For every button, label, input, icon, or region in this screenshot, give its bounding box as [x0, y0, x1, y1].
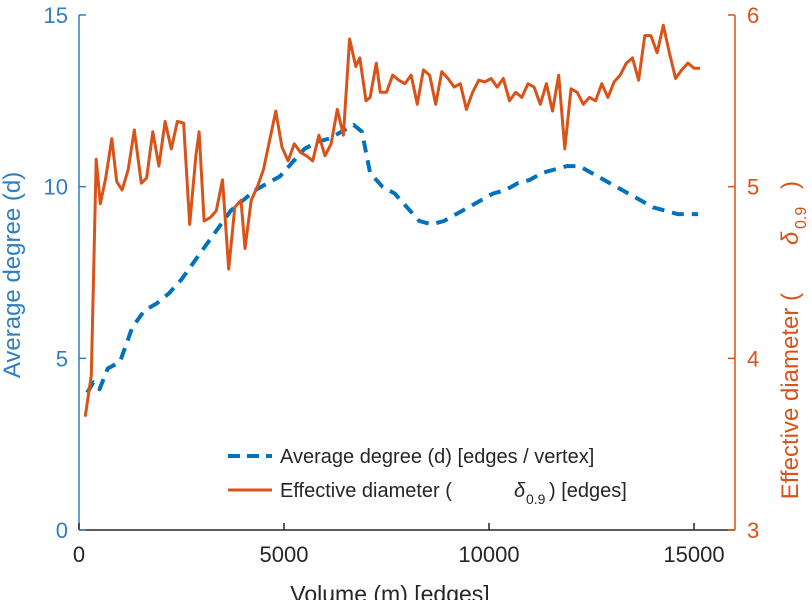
svg-text:0.9: 0.9	[793, 207, 810, 229]
svg-text:Effective diameter (: Effective diameter (	[777, 293, 804, 499]
legend-symbol-delta: δ	[514, 480, 526, 502]
y-left-tick-label: 10	[44, 175, 68, 200]
legend-label-suffix: ) [edges]	[549, 480, 627, 502]
y-right-tick-label: 3	[747, 518, 759, 543]
x-tick-label: 0	[73, 542, 85, 567]
legend: Average degree (d) [edges / vertex] Effe…	[228, 446, 627, 507]
x-tick-label: 10000	[458, 542, 519, 567]
y-axis-label-left: Average degree (d)	[0, 172, 26, 378]
y-left-tick-label: 5	[56, 346, 68, 371]
svg-text:): )	[777, 181, 804, 189]
y-right-tick-label: 6	[747, 3, 759, 28]
x-tick-label: 15000	[663, 542, 724, 567]
y-right-tick-label: 5	[747, 175, 759, 200]
y-left-tick-label: 15	[44, 3, 68, 28]
series-effective-diameter-line	[83, 23, 701, 417]
plot-lines	[83, 23, 701, 417]
legend-subscript: 0.9	[526, 491, 546, 507]
series-average-degree-line	[85, 122, 699, 394]
svg-text:δ: δ	[777, 231, 804, 245]
y-axis-label-right: Effective diameter ( δ 0.9 )	[777, 181, 810, 499]
legend-label-effective-diameter: Effective diameter (	[280, 480, 452, 502]
axes	[78, 15, 736, 531]
y-right-tick-label: 4	[747, 346, 759, 371]
x-tick-label: 5000	[260, 542, 309, 567]
x-axis-label: Volume (m) [edges]	[290, 581, 489, 600]
ticks: 0 5000 10000 15000 0 5 10 15 3 4 5 6	[44, 3, 760, 567]
y-left-tick-label: 0	[56, 518, 68, 543]
legend-label-average-degree: Average degree (d) [edges / vertex]	[280, 446, 594, 468]
